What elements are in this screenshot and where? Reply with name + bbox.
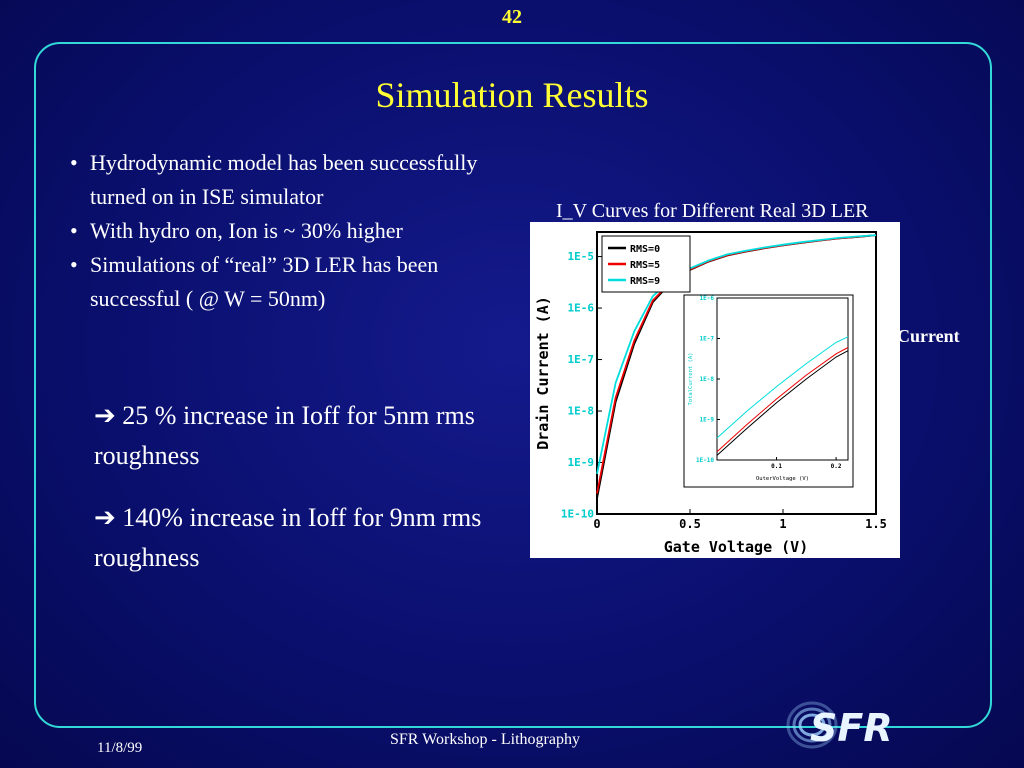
inset-y-tick-label: 1E-10 bbox=[696, 457, 714, 464]
main-y-tick-label: 1E-9 bbox=[568, 456, 595, 469]
footer-date: 11/8/99 bbox=[97, 740, 143, 756]
iv-chart: 1E-10 1E-9 1E-8 1E-7 1E-6 1E-5 0 0.5 1 1.5 Gate Vo… bbox=[534, 231, 887, 556]
footer-title: SFR Workshop - Lithography bbox=[390, 731, 580, 748]
main-series-line bbox=[596, 234, 877, 475]
inset-plot-area bbox=[716, 297, 849, 461]
inset-x-axis-label: OuterVoltage (V) bbox=[756, 476, 809, 482]
bullet-text: Simulations of “real” 3D LER has been su… bbox=[90, 252, 439, 311]
bullet-item: • With hydro on, Ion is ~ 30% higher bbox=[68, 214, 508, 248]
main-x-tick-label: 1 bbox=[779, 517, 786, 531]
inset-y-tick-label: 1E-9 bbox=[700, 417, 715, 424]
result-statement: ➔ 25 % increase in Ioff for 5nm rms roug… bbox=[94, 396, 504, 476]
inset-y-tick-label: 1E-6 bbox=[700, 295, 715, 302]
inset-x-tick-label: 0.2 bbox=[831, 463, 842, 470]
slide-frame bbox=[34, 42, 992, 728]
main-x-tick-label: 1.5 bbox=[865, 517, 887, 531]
inset-y-axis-label: TotalCurrent (A) bbox=[688, 353, 694, 406]
result-text: 140% increase in Ioff for 9nm rms roughn… bbox=[94, 503, 482, 572]
inset-series-line bbox=[716, 350, 849, 456]
y-axis-label: Drain Current (A) bbox=[534, 296, 552, 450]
inset-series-line bbox=[716, 336, 849, 439]
inset-y-tick-label: 1E-8 bbox=[700, 376, 715, 383]
x-axis-label: Gate Voltage (V) bbox=[664, 538, 809, 556]
bullet-text: Hydrodynamic model has been successfully… bbox=[90, 150, 478, 209]
result-statement: ➔ 140% increase in Ioff for 9nm rms roug… bbox=[94, 498, 504, 578]
main-y-tick-label: 1E-8 bbox=[568, 405, 595, 418]
bullet-icon: • bbox=[70, 252, 78, 277]
legend-label: RMS=0 bbox=[630, 244, 660, 255]
arrow-icon: ➔ bbox=[94, 503, 116, 532]
result-text: 25 % increase in Ioff for 5nm rms roughn… bbox=[94, 401, 475, 470]
main-y-tick-label: 1E-10 bbox=[561, 508, 594, 521]
main-x-tick-label: 0 bbox=[593, 517, 600, 531]
main-y-tick-label: 1E-6 bbox=[568, 302, 595, 315]
inset-y-tick-label: 1E-7 bbox=[700, 336, 715, 343]
chart-panel: 1E-10 1E-9 1E-8 1E-7 1E-6 1E-5 0 0.5 1 1.5 Gate Vo… bbox=[530, 222, 900, 558]
current-label: Current bbox=[897, 326, 960, 346]
bullet-item: • Simulations of “real” 3D LER has been s… bbox=[68, 248, 508, 316]
main-y-tick-label: 1E-5 bbox=[568, 250, 595, 263]
slide-title: Simulation Results bbox=[375, 75, 649, 115]
inset-x-tick-label: 0.1 bbox=[771, 463, 782, 470]
bullet-text: With hydro on, Ion is ~ 30% higher bbox=[90, 218, 403, 243]
main-y-tick-label: 1E-7 bbox=[568, 353, 595, 366]
bullet-icon: • bbox=[70, 218, 78, 243]
slide-number: 42 bbox=[502, 6, 522, 28]
sfr-logo: SFR bbox=[780, 695, 900, 753]
bullet-icon: • bbox=[70, 150, 78, 175]
arrow-icon: ➔ bbox=[94, 401, 116, 430]
bullet-item: • Hydrodynamic model has been successfull… bbox=[68, 146, 508, 214]
main-x-tick-label: 0.5 bbox=[679, 517, 701, 531]
chart-caption: I_V Curves for Different Real 3D LER bbox=[556, 200, 869, 222]
legend-label: RMS=9 bbox=[630, 276, 660, 287]
svg-text:SFR: SFR bbox=[810, 706, 893, 750]
bullet-list: • Hydrodynamic model has been successfull… bbox=[68, 146, 508, 316]
legend-box bbox=[601, 235, 691, 293]
inset-series-line bbox=[716, 347, 849, 453]
legend-label: RMS=5 bbox=[630, 260, 660, 271]
